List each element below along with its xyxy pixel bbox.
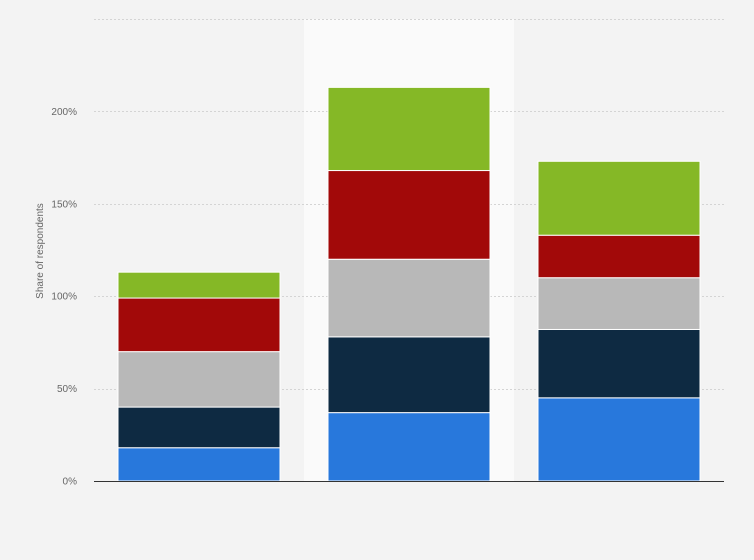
bars — [117, 86, 701, 482]
bar-stack[interactable] — [537, 160, 701, 482]
bar-segment[interactable] — [327, 412, 491, 482]
bar-segment[interactable] — [117, 297, 281, 353]
y-tick-label: 150% — [51, 199, 77, 210]
bar-segment[interactable] — [537, 234, 701, 279]
y-tick-label: 0% — [63, 477, 78, 488]
bar-segment[interactable] — [117, 406, 281, 449]
bar-stack[interactable] — [117, 271, 281, 482]
bar-segment[interactable] — [537, 160, 701, 236]
y-tick-label: 200% — [51, 107, 77, 118]
y-tick-label: 100% — [51, 292, 77, 303]
bar-segment[interactable] — [327, 336, 491, 414]
bar-segment[interactable] — [117, 271, 281, 299]
y-tick-label: 50% — [57, 384, 77, 395]
bar-segment[interactable] — [537, 397, 701, 482]
y-axis-title: Share of respondents — [35, 203, 46, 299]
bar-segment[interactable] — [327, 170, 491, 260]
bar-stack[interactable] — [327, 86, 491, 482]
bar-segment[interactable] — [117, 447, 281, 482]
bar-segment[interactable] — [537, 277, 701, 330]
bar-segment[interactable] — [327, 86, 491, 172]
tick-labels: 0% 50% 100% 150% 200% — [51, 107, 77, 488]
bar-segment[interactable] — [327, 258, 491, 338]
bar-segment[interactable] — [537, 328, 701, 399]
bar-segment[interactable] — [117, 351, 281, 408]
